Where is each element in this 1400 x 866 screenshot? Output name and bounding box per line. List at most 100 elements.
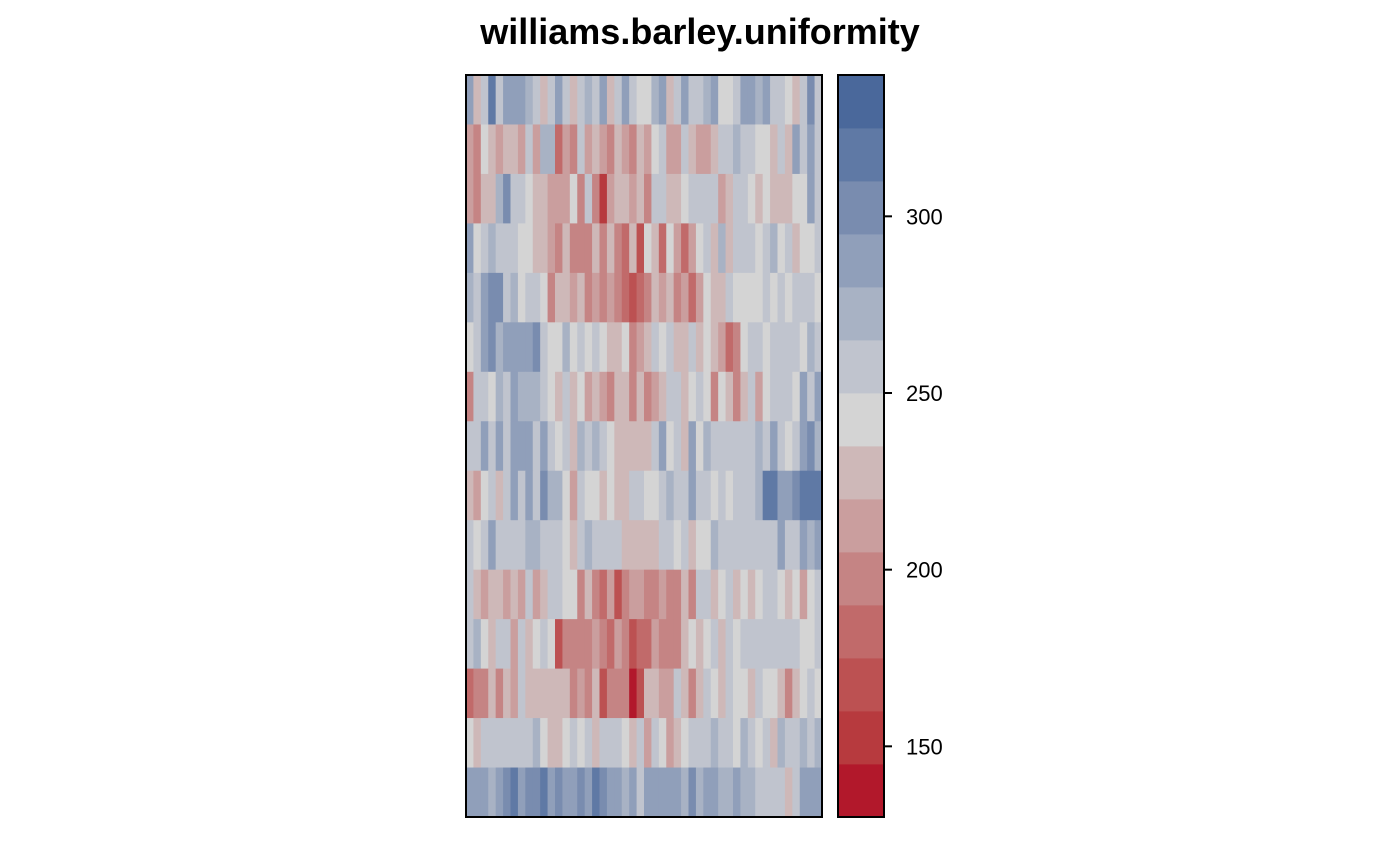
heatmap-cell xyxy=(807,322,815,373)
heatmap-cell xyxy=(792,272,801,323)
heatmap-cell xyxy=(547,272,556,323)
heatmap-cell xyxy=(651,569,660,620)
heatmap-cell xyxy=(799,223,808,274)
heatmap-cell xyxy=(747,668,756,719)
heatmap-cell xyxy=(740,718,749,768)
heatmap-cell xyxy=(762,767,771,818)
heatmap-cell xyxy=(777,569,786,620)
heatmap-cell xyxy=(673,718,682,768)
heatmap-cell xyxy=(792,124,801,175)
heatmap-cell xyxy=(814,421,823,472)
heatmap-cell xyxy=(658,272,667,323)
heatmap-cell xyxy=(688,371,697,422)
heatmap-cell xyxy=(621,322,630,373)
heatmap-cell xyxy=(733,569,741,620)
heatmap-cell xyxy=(629,124,637,175)
heatmap-cell xyxy=(540,272,548,323)
heatmap-cell xyxy=(733,272,741,323)
heatmap-cell xyxy=(606,173,615,224)
heatmap-cell xyxy=(599,767,608,818)
heatmap-cell xyxy=(473,421,482,472)
heatmap-cell xyxy=(666,371,675,422)
heatmap-cell xyxy=(747,223,756,274)
heatmap-cell xyxy=(562,421,571,472)
heatmap-cell xyxy=(606,569,615,620)
heatmap-cell xyxy=(651,767,660,818)
heatmap-cell xyxy=(495,272,504,323)
heatmap-cell xyxy=(473,470,482,521)
heatmap-cell xyxy=(651,173,660,224)
heatmap-cell xyxy=(473,173,482,224)
heatmap-cell xyxy=(718,421,726,472)
heatmap-cell xyxy=(495,371,504,422)
heatmap-cell xyxy=(621,470,630,521)
heatmap-cell xyxy=(644,322,652,373)
heatmap-cell xyxy=(592,223,600,274)
heatmap-cell xyxy=(577,668,586,719)
heatmap-cell xyxy=(555,470,563,521)
heatmap-cell xyxy=(466,470,474,521)
heatmap-cell xyxy=(473,75,482,125)
heatmap-cells xyxy=(466,75,823,818)
heatmap-cell xyxy=(651,223,660,274)
heatmap-cell xyxy=(770,272,778,323)
heatmap-cell xyxy=(517,371,526,422)
heatmap-cell xyxy=(681,173,689,224)
heatmap-cell xyxy=(710,124,719,175)
heatmap-cell xyxy=(688,124,697,175)
heatmap-cell xyxy=(488,75,497,125)
heatmap-cell xyxy=(510,421,519,472)
heatmap-cell xyxy=(666,767,675,818)
heatmap-cell xyxy=(814,619,823,669)
heatmap-cell xyxy=(577,619,586,669)
heatmap-cell xyxy=(503,569,511,620)
heatmap-cell xyxy=(784,124,793,175)
heatmap-cell xyxy=(658,569,667,620)
heatmap-cell xyxy=(488,767,497,818)
heatmap-cell xyxy=(733,173,741,224)
heatmap-cell xyxy=(562,272,571,323)
heatmap-cell xyxy=(688,173,697,224)
heatmap-cell xyxy=(629,470,637,521)
heatmap-cell xyxy=(784,718,793,768)
heatmap-cell xyxy=(503,173,511,224)
heatmap-cell xyxy=(651,124,660,175)
heatmap-cell xyxy=(592,767,600,818)
heatmap-cell xyxy=(480,470,489,521)
heatmap-cell xyxy=(747,619,756,669)
heatmap-cell xyxy=(799,124,808,175)
heatmap-cell xyxy=(510,124,519,175)
heatmap-cell xyxy=(466,668,474,719)
heatmap-cell xyxy=(710,569,719,620)
heatmap-cell xyxy=(651,718,660,768)
heatmap-cell xyxy=(644,718,652,768)
heatmap-cell xyxy=(629,421,637,472)
heatmap-cell xyxy=(770,470,778,521)
heatmap-cell xyxy=(644,668,652,719)
heatmap-cell xyxy=(733,767,741,818)
heatmap-cell xyxy=(733,124,741,175)
heatmap-cell xyxy=(740,470,749,521)
heatmap-cell xyxy=(562,223,571,274)
heatmap-cell xyxy=(473,520,482,571)
heatmap-cell xyxy=(777,322,786,373)
heatmap-cell xyxy=(517,767,526,818)
heatmap-cell xyxy=(681,272,689,323)
heatmap-cell xyxy=(784,668,793,719)
heatmap-cell xyxy=(525,470,534,521)
heatmap-cell xyxy=(710,371,719,422)
heatmap-cell xyxy=(814,569,823,620)
heatmap-cell xyxy=(525,767,534,818)
heatmap-cell xyxy=(762,75,771,125)
heatmap-cell xyxy=(733,421,741,472)
heatmap-cell xyxy=(703,470,712,521)
heatmap-cell xyxy=(703,124,712,175)
heatmap-cell xyxy=(762,619,771,669)
legend-color-segment xyxy=(838,128,884,182)
heatmap-cell xyxy=(599,173,608,224)
heatmap-cell xyxy=(688,272,697,323)
heatmap-cell xyxy=(621,124,630,175)
heatmap-cell xyxy=(606,470,615,521)
heatmap-cell xyxy=(770,223,778,274)
heatmap-cell xyxy=(503,421,511,472)
